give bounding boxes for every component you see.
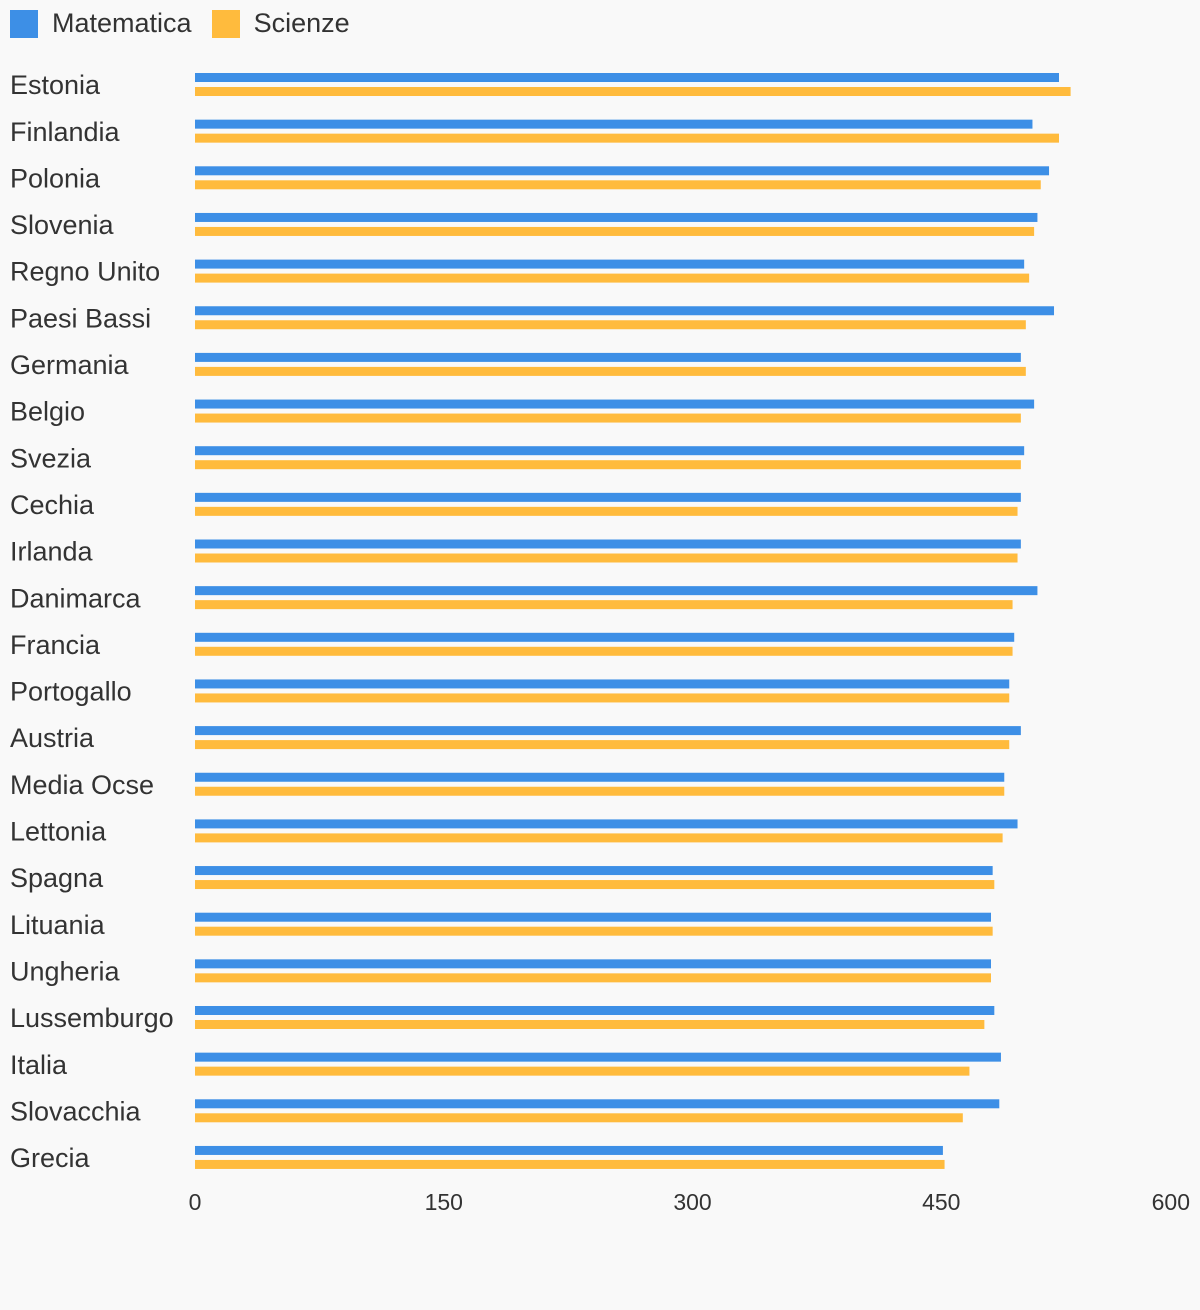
bar-scienze-svezia[interactable] xyxy=(195,460,1021,470)
legend-swatch-matematica xyxy=(10,9,38,38)
category-label-lituania: Lituania xyxy=(10,910,106,940)
bar-scienze-danimarca[interactable] xyxy=(195,600,1013,610)
bar-scienze-portogallo[interactable] xyxy=(195,693,1010,703)
category-label-germania: Germania xyxy=(10,350,130,380)
bar-scienze-estonia[interactable] xyxy=(195,87,1071,96)
bar-matematica-germania[interactable] xyxy=(195,352,1021,362)
category-label-cechia: Cechia xyxy=(10,490,95,520)
legend: Matematica Scienze xyxy=(10,8,370,39)
x-tick-label-150: 150 xyxy=(425,1189,463,1215)
category-label-danimarca: Danimarca xyxy=(10,583,142,613)
bar-matematica-irlanda[interactable] xyxy=(195,539,1021,549)
bar-scienze-lituania[interactable] xyxy=(195,926,993,936)
bar-scienze-grecia[interactable] xyxy=(195,1159,945,1169)
category-label-svezia: Svezia xyxy=(10,443,92,473)
bar-scienze-lettonia[interactable] xyxy=(195,833,1003,843)
category-label-austria: Austria xyxy=(10,723,95,753)
bar-matematica-danimarca[interactable] xyxy=(195,586,1038,596)
bar-matematica-polonia[interactable] xyxy=(195,166,1050,176)
bar-scienze-paesi-bassi[interactable] xyxy=(195,320,1026,330)
bar-scienze-media-ocse[interactable] xyxy=(195,786,1005,796)
bar-matematica-italia[interactable] xyxy=(195,1052,1001,1062)
category-label-media-ocse: Media Ocse xyxy=(10,770,154,800)
bar-matematica-slovenia[interactable] xyxy=(195,212,1038,222)
bar-scienze-spagna[interactable] xyxy=(195,880,995,890)
legend-item-matematica[interactable]: Matematica xyxy=(10,8,192,39)
bar-scienze-austria[interactable] xyxy=(195,740,1010,750)
bar-scienze-lussemburgo[interactable] xyxy=(195,1020,985,1029)
bar-matematica-austria[interactable] xyxy=(195,726,1021,736)
bar-matematica-cechia[interactable] xyxy=(195,492,1021,502)
bar-scienze-slovacchia[interactable] xyxy=(195,1113,963,1123)
bar-matematica-belgio[interactable] xyxy=(195,399,1035,409)
bar-scienze-germania[interactable] xyxy=(195,366,1026,376)
bar-matematica-svezia[interactable] xyxy=(195,446,1025,456)
legend-label-scienze: Scienze xyxy=(253,8,350,38)
bar-matematica-media-ocse[interactable] xyxy=(195,772,1005,782)
category-label-regno-unito: Regno Unito xyxy=(10,257,160,287)
bar-matematica-paesi-bassi[interactable] xyxy=(195,306,1055,316)
x-tick-label-450: 450 xyxy=(922,1189,960,1215)
bar-scienze-francia[interactable] xyxy=(195,646,1013,656)
bar-matematica-lituania[interactable] xyxy=(195,912,991,922)
bar-matematica-regno-unito[interactable] xyxy=(195,259,1025,269)
category-label-belgio: Belgio xyxy=(10,397,85,427)
category-label-paesi-bassi: Paesi Bassi xyxy=(10,303,151,333)
category-label-grecia: Grecia xyxy=(10,1143,91,1173)
bar-matematica-lussemburgo[interactable] xyxy=(195,1006,995,1015)
bar-scienze-cechia[interactable] xyxy=(195,506,1018,516)
category-label-irlanda: Irlanda xyxy=(10,537,94,567)
bar-scienze-finlandia[interactable] xyxy=(195,133,1059,143)
category-label-lussemburgo: Lussemburgo xyxy=(10,1003,174,1033)
legend-swatch-scienze xyxy=(211,9,240,38)
category-label-spagna: Spagna xyxy=(10,863,104,893)
category-label-portogallo: Portogallo xyxy=(10,677,132,707)
category-label-slovacchia: Slovacchia xyxy=(10,1096,142,1126)
bar-scienze-ungheria[interactable] xyxy=(195,973,991,983)
category-label-slovenia: Slovenia xyxy=(10,210,115,240)
bar-matematica-slovacchia[interactable] xyxy=(195,1099,1000,1109)
bar-scienze-irlanda[interactable] xyxy=(195,553,1018,563)
bar-matematica-lettonia[interactable] xyxy=(195,819,1018,829)
bar-scienze-slovenia[interactable] xyxy=(195,226,1035,236)
x-tick-label-600: 600 xyxy=(1152,1189,1190,1215)
category-label-finlandia: Finlandia xyxy=(10,117,121,147)
legend-label-matematica: Matematica xyxy=(52,8,192,38)
bar-matematica-finlandia[interactable] xyxy=(195,119,1033,129)
bar-matematica-spagna[interactable] xyxy=(195,866,993,876)
x-tick-label-0: 0 xyxy=(189,1189,202,1215)
x-tick-label-300: 300 xyxy=(673,1189,711,1215)
category-label-francia: Francia xyxy=(10,630,101,660)
category-label-estonia: Estonia xyxy=(10,70,101,100)
bar-scienze-regno-unito[interactable] xyxy=(195,273,1030,283)
category-label-polonia: Polonia xyxy=(10,163,101,193)
bar-matematica-portogallo[interactable] xyxy=(195,679,1010,689)
bar-scienze-belgio[interactable] xyxy=(195,413,1021,423)
category-label-lettonia: Lettonia xyxy=(10,817,107,847)
bar-matematica-francia[interactable] xyxy=(195,632,1015,642)
category-label-italia: Italia xyxy=(10,1050,68,1080)
bar-matematica-estonia[interactable] xyxy=(195,73,1059,82)
legend-item-scienze[interactable]: Scienze xyxy=(211,8,350,39)
bar-scienze-polonia[interactable] xyxy=(195,180,1041,190)
bar-scienze-italia[interactable] xyxy=(195,1066,970,1076)
bar-matematica-grecia[interactable] xyxy=(195,1145,943,1155)
bar-matematica-ungheria[interactable] xyxy=(195,959,991,969)
category-label-ungheria: Ungheria xyxy=(10,956,121,986)
